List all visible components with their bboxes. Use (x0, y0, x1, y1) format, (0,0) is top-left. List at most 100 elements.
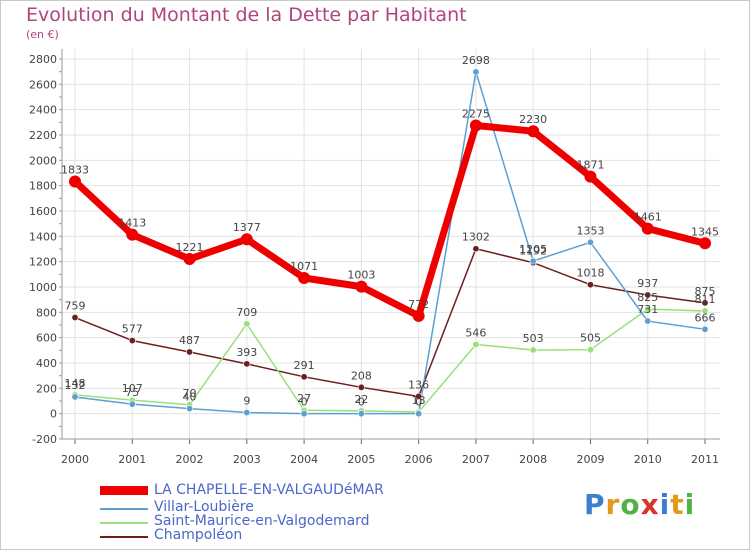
data-point (469, 119, 482, 132)
data-label: 107 (122, 382, 143, 395)
data-point (699, 237, 711, 250)
y-tick-label: 0 (50, 408, 57, 421)
data-label: 709 (236, 306, 257, 319)
data-point (472, 341, 480, 349)
x-tick-label: 2001 (118, 453, 146, 466)
data-label: 772 (408, 298, 429, 311)
data-label: 666 (695, 311, 716, 324)
data-point (644, 305, 652, 313)
y-tick-label: 1600 (29, 205, 57, 218)
data-label: 136 (408, 378, 429, 391)
data-label: 1345 (691, 225, 719, 238)
data-point (701, 325, 709, 333)
data-label: 1413 (118, 217, 146, 230)
data-point (415, 410, 423, 418)
legend-label: Villar-Loubière (154, 499, 254, 515)
data-point (586, 346, 594, 354)
data-label: 1377 (233, 221, 261, 234)
legend-swatch (100, 508, 148, 510)
data-label: 1071 (290, 260, 318, 273)
data-point (298, 272, 311, 285)
legend-label: Saint-Maurice-en-Valgodemard (154, 513, 370, 529)
legend-swatch (100, 522, 148, 524)
data-label: 208 (351, 369, 372, 382)
data-label: 505 (580, 332, 601, 345)
data-label: 75 (125, 386, 139, 399)
x-tick-label: 2000 (61, 453, 89, 466)
data-label: 875 (695, 285, 716, 298)
legend-swatch (100, 536, 148, 538)
y-tick-label: 200 (36, 382, 57, 395)
data-label: 1221 (176, 241, 204, 254)
y-tick-label: 1400 (29, 230, 57, 243)
chart-title: Evolution du Montant de la Dette par Hab… (26, 4, 467, 26)
data-label: 9 (243, 395, 250, 408)
data-point (300, 410, 308, 418)
data-point (355, 280, 368, 293)
y-tick-label: 1000 (29, 281, 57, 294)
x-tick-label: 2008 (519, 453, 547, 466)
y-tick-label: 600 (36, 332, 57, 345)
data-point (357, 410, 365, 418)
data-points (69, 68, 711, 418)
y-tick-label: 2800 (29, 53, 57, 66)
data-point (586, 238, 594, 246)
data-label: 1192 (519, 245, 547, 258)
data-point (701, 307, 709, 315)
data-point (586, 281, 594, 289)
data-label: 759 (65, 300, 86, 313)
data-point (300, 373, 308, 381)
y-tick-label: 1200 (29, 256, 57, 269)
x-tick-label: 2010 (634, 453, 662, 466)
data-label: 503 (523, 332, 544, 345)
data-label: 132 (65, 379, 86, 392)
series-line (74, 71, 706, 415)
data-point (644, 291, 652, 299)
x-tick-label: 2007 (462, 453, 490, 466)
y-tick-label: 2400 (29, 104, 57, 117)
data-point (701, 299, 709, 307)
data-label: 1871 (576, 159, 604, 172)
legend-label: LA CHAPELLE-EN-VALGAUDéMAR (154, 482, 384, 498)
legend-swatch (100, 486, 148, 495)
data-point (412, 309, 425, 322)
data-label: 393 (236, 346, 257, 359)
data-point (644, 317, 652, 325)
series-line (74, 247, 706, 398)
data-point (183, 253, 196, 266)
data-label: 731 (637, 303, 658, 316)
data-label: 1353 (576, 224, 604, 237)
proxiti-logo: Proxiti (584, 488, 696, 521)
data-label: 22 (354, 393, 368, 406)
data-point (128, 337, 136, 345)
data-label: 0 (301, 396, 308, 409)
data-label: 811 (695, 293, 716, 306)
x-tick-label: 2002 (176, 453, 204, 466)
data-point (641, 222, 654, 235)
data-point (126, 228, 139, 241)
data-point (243, 320, 251, 328)
data-label: 546 (465, 327, 486, 340)
data-point (186, 405, 194, 413)
data-point (243, 360, 251, 368)
data-label: 1018 (576, 267, 604, 280)
y-tick-label: 1800 (29, 180, 57, 193)
data-label: 825 (637, 291, 658, 304)
axes: -200020040060080010001200140016001800200… (29, 49, 720, 466)
data-label: 487 (179, 334, 200, 347)
legend-label: Champoléon (154, 527, 243, 543)
data-point (529, 257, 537, 265)
data-label: 1003 (347, 269, 375, 282)
series-line (71, 122, 709, 320)
data-label: 2230 (519, 113, 547, 126)
series-line (74, 308, 706, 413)
x-tick-label: 2011 (691, 453, 719, 466)
data-point (71, 393, 79, 401)
x-tick-label: 2009 (576, 453, 604, 466)
series-lines (71, 71, 709, 415)
data-label: 2698 (462, 54, 490, 67)
data-label: 27 (297, 392, 311, 405)
data-point (186, 348, 194, 356)
data-labels: 7595774873932912081361302119210189378751… (61, 54, 719, 409)
